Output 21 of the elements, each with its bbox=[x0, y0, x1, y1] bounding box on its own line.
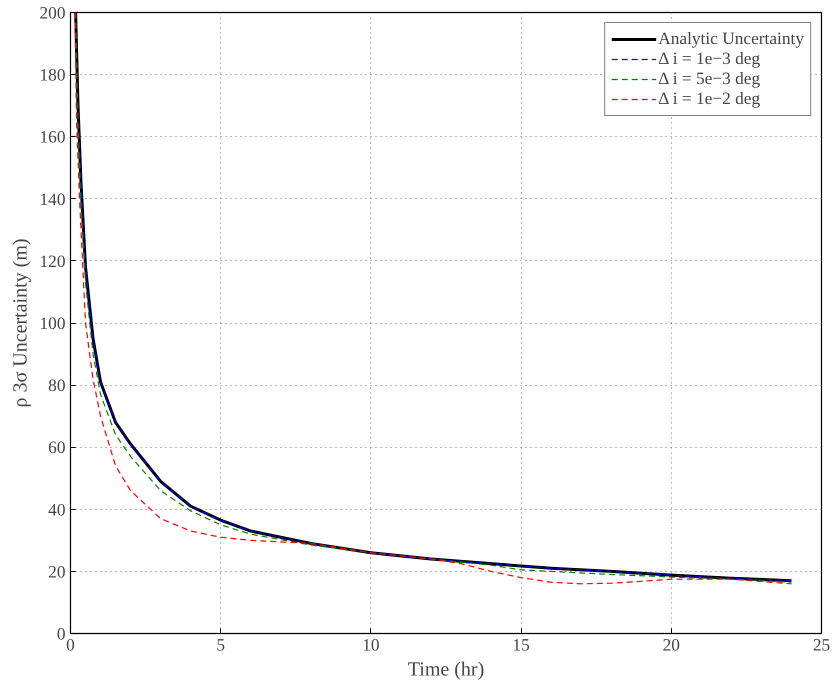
x-tick-label: 5 bbox=[216, 636, 226, 654]
legend-label: Δ i = 1e−2 deg bbox=[658, 89, 760, 109]
legend-label: Δ i = 1e−3 deg bbox=[658, 49, 760, 69]
y-axis-title: ρ 3σ Uncertainty (m) bbox=[10, 238, 32, 408]
y-tick-label: 20 bbox=[48, 562, 66, 582]
x-tick-label: 10 bbox=[362, 636, 380, 654]
y-tick-label: 120 bbox=[40, 252, 66, 271]
x-axis-title: Time (hr) bbox=[408, 658, 484, 680]
y-tick-label: 160 bbox=[40, 128, 66, 147]
x-tick-label: 15 bbox=[512, 636, 530, 654]
x-tick-label: 20 bbox=[662, 636, 680, 654]
legend-label: Δ i = 5e−3 deg bbox=[658, 69, 760, 89]
y-tick-label: 60 bbox=[48, 438, 66, 458]
legend-label: Analytic Uncertainty bbox=[658, 29, 804, 49]
y-tick-label: 80 bbox=[48, 376, 66, 396]
y-tick-label: 100 bbox=[40, 314, 66, 333]
y-tick-label: 200 bbox=[40, 4, 66, 22]
y-tick-label: 40 bbox=[48, 500, 66, 520]
x-tick-label: 25 bbox=[812, 636, 830, 654]
y-tick-label: 180 bbox=[40, 66, 66, 85]
y-tick-label: 140 bbox=[40, 190, 66, 209]
